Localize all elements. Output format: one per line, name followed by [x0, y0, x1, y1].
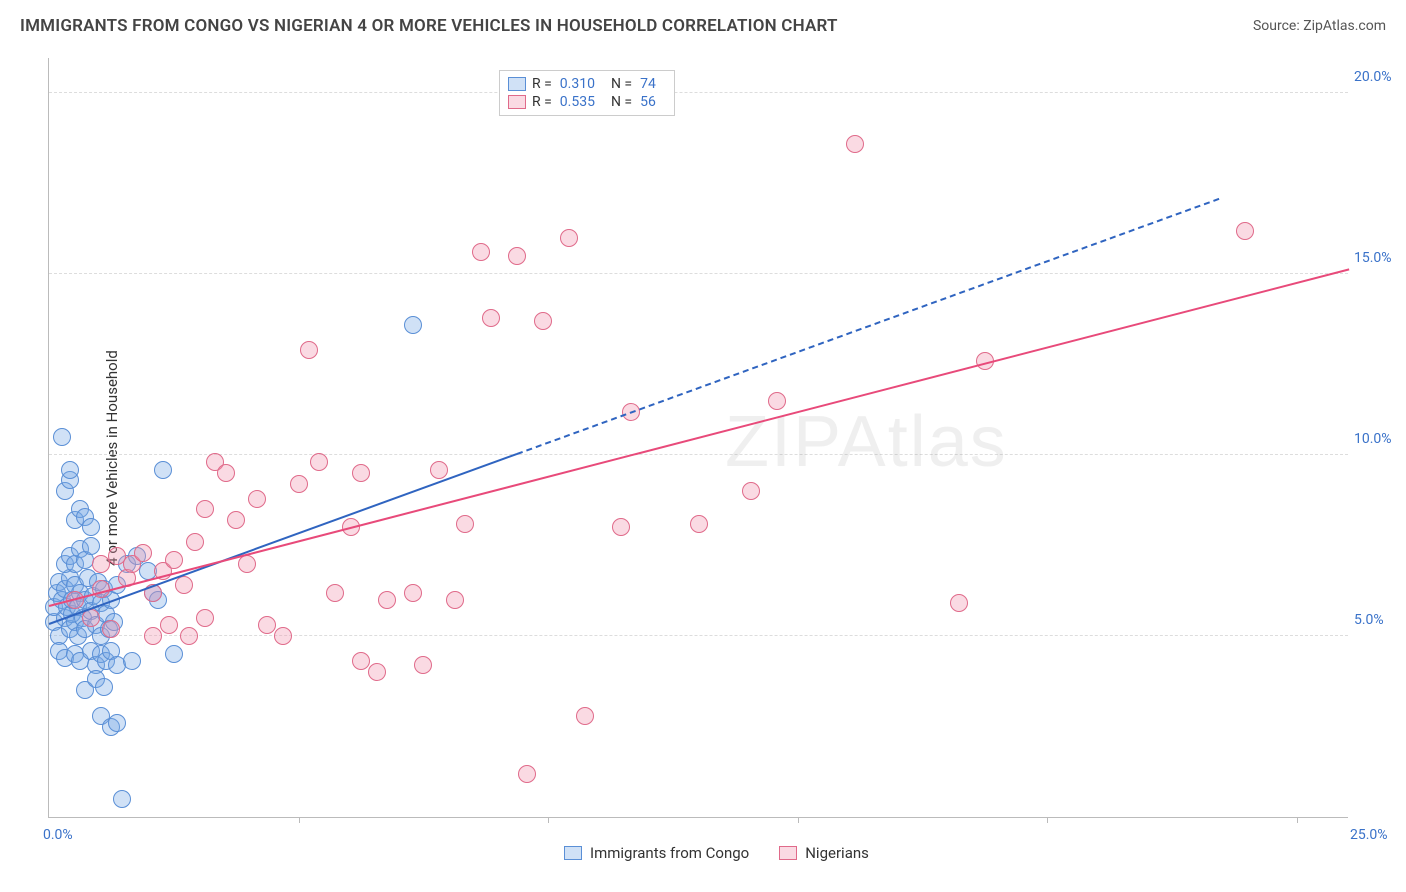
- scatter-point-nigerians: [196, 500, 214, 518]
- scatter-point-nigerians: [274, 627, 292, 645]
- legend-r-label: R =: [532, 76, 552, 92]
- y-tick-label: 10.0%: [1354, 431, 1404, 447]
- legend-swatch-congo: [564, 846, 582, 860]
- legend-n-label: N =: [611, 76, 632, 92]
- legend-n-value: 74: [640, 76, 656, 92]
- legend-r-label: R =: [532, 94, 552, 110]
- scatter-point-nigerians: [160, 616, 178, 634]
- legend-stats: R = 0.310 N = 74 R = 0.535 N = 56: [499, 70, 675, 116]
- x-tick-origin: 0.0%: [43, 827, 73, 843]
- chart-container: 4 or more Vehicles in Household 5.0%10.0…: [0, 48, 1406, 868]
- trend-line: [49, 269, 1349, 608]
- scatter-point-nigerians: [108, 547, 126, 565]
- gridline-h: [49, 454, 1348, 455]
- legend-swatch-nigerians: [508, 95, 526, 109]
- scatter-point-nigerians: [1236, 222, 1254, 240]
- scatter-point-nigerians: [690, 515, 708, 533]
- scatter-point-nigerians: [310, 453, 328, 471]
- scatter-point-congo: [108, 714, 126, 732]
- scatter-point-nigerians: [180, 627, 198, 645]
- scatter-point-nigerians: [456, 515, 474, 533]
- scatter-point-nigerians: [134, 544, 152, 562]
- scatter-point-nigerians: [352, 652, 370, 670]
- x-tick-end: 25.0%: [1350, 827, 1398, 843]
- scatter-point-nigerians: [368, 663, 386, 681]
- scatter-point-congo: [61, 461, 79, 479]
- scatter-point-nigerians: [846, 135, 864, 153]
- trend-line: [517, 198, 1220, 455]
- scatter-point-nigerians: [576, 707, 594, 725]
- scatter-point-nigerians: [165, 551, 183, 569]
- scatter-point-congo: [53, 428, 71, 446]
- legend-swatch-nigerians: [779, 846, 797, 860]
- scatter-point-congo: [82, 518, 100, 536]
- legend-series-label: Immigrants from Congo: [590, 844, 749, 862]
- scatter-point-nigerians: [248, 490, 266, 508]
- legend-series-label: Nigerians: [805, 844, 869, 862]
- legend-n-label: N =: [611, 94, 632, 110]
- scatter-point-nigerians: [472, 243, 490, 261]
- scatter-point-congo: [404, 316, 422, 334]
- x-tick-mark: [299, 817, 300, 823]
- gridline-h: [49, 635, 1348, 636]
- scatter-point-nigerians: [186, 533, 204, 551]
- scatter-point-nigerians: [227, 511, 245, 529]
- scatter-point-nigerians: [196, 609, 214, 627]
- chart-title: IMMIGRANTS FROM CONGO VS NIGERIAN 4 OR M…: [20, 16, 838, 36]
- gridline-h: [49, 92, 1348, 93]
- scatter-point-congo: [123, 652, 141, 670]
- scatter-point-congo: [113, 790, 131, 808]
- scatter-point-nigerians: [300, 341, 318, 359]
- scatter-point-nigerians: [768, 392, 786, 410]
- x-tick-mark: [1297, 817, 1298, 823]
- scatter-point-congo: [165, 645, 183, 663]
- scatter-point-congo: [154, 461, 172, 479]
- legend-r-value: 0.310: [560, 76, 595, 92]
- scatter-point-nigerians: [518, 765, 536, 783]
- y-tick-label: 15.0%: [1354, 250, 1404, 266]
- scatter-point-nigerians: [258, 616, 276, 634]
- scatter-point-nigerians: [404, 584, 422, 602]
- scatter-point-congo: [95, 678, 113, 696]
- x-tick-mark: [1047, 817, 1048, 823]
- y-tick-label: 20.0%: [1354, 69, 1404, 85]
- scatter-point-nigerians: [414, 656, 432, 674]
- scatter-point-nigerians: [508, 247, 526, 265]
- scatter-point-nigerians: [352, 464, 370, 482]
- scatter-point-nigerians: [102, 620, 120, 638]
- scatter-point-nigerians: [326, 584, 344, 602]
- legend-series: Immigrants from Congo Nigerians: [564, 844, 869, 862]
- scatter-point-nigerians: [742, 482, 760, 500]
- gridline-h: [49, 273, 1348, 274]
- plot-area: 5.0%10.0%15.0%20.0%0.0%25.0%ZIPAtlasR =0…: [48, 58, 1348, 818]
- scatter-point-nigerians: [446, 591, 464, 609]
- scatter-point-nigerians: [144, 627, 162, 645]
- legend-r-value: 0.535: [560, 94, 595, 110]
- scatter-point-nigerians: [175, 576, 193, 594]
- x-tick-mark: [548, 817, 549, 823]
- source-label: Source: ZipAtlas.com: [1253, 18, 1386, 34]
- scatter-point-nigerians: [534, 312, 552, 330]
- scatter-point-congo: [82, 537, 100, 555]
- watermark: ZIPAtlas: [725, 401, 1008, 483]
- scatter-point-nigerians: [378, 591, 396, 609]
- legend-n-value: 56: [640, 94, 656, 110]
- scatter-point-nigerians: [290, 475, 308, 493]
- scatter-point-nigerians: [217, 464, 235, 482]
- x-tick-mark: [798, 817, 799, 823]
- scatter-point-nigerians: [950, 594, 968, 612]
- scatter-point-nigerians: [482, 309, 500, 327]
- scatter-point-nigerians: [560, 229, 578, 247]
- scatter-point-nigerians: [612, 518, 630, 536]
- legend-swatch-congo: [508, 77, 526, 91]
- scatter-point-nigerians: [92, 555, 110, 573]
- y-tick-label: 5.0%: [1354, 612, 1404, 628]
- scatter-point-nigerians: [430, 461, 448, 479]
